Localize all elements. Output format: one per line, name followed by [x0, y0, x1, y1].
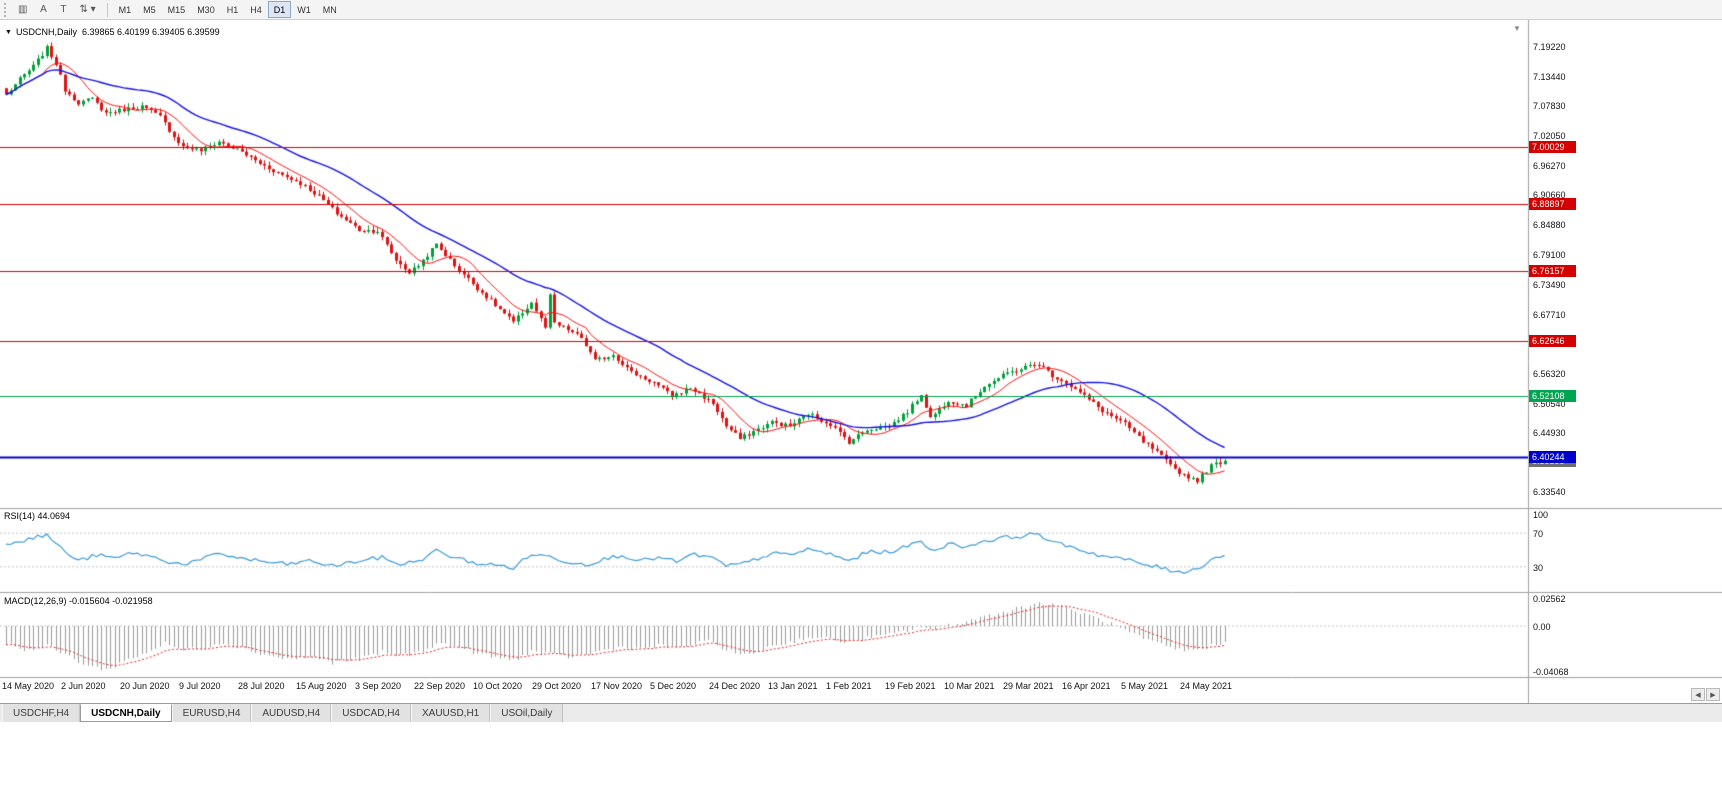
- toolbar-separator: [106, 2, 108, 17]
- date-axis-label: 2 Jun 2020: [61, 681, 106, 691]
- date-axis-label: 5 Dec 2020: [650, 681, 697, 691]
- date-axis-label: 24 May 2021: [1180, 681, 1233, 691]
- price-axis-label: 7.13440: [1533, 72, 1566, 82]
- macd-label: MACD(12,26,9) -0.015604 -0.021958: [4, 596, 153, 607]
- price-axis-label: 6.73490: [1533, 280, 1566, 290]
- timeframe-button-m5[interactable]: M5: [143, 4, 156, 15]
- price-axis-label: 6.44930: [1533, 428, 1566, 438]
- macd-indicator-values: -0.015604 -0.021958: [69, 596, 153, 606]
- date-axis-label: 10 Oct 2020: [473, 681, 523, 691]
- timeframe-button-mn[interactable]: MN: [322, 4, 337, 15]
- timeframe-button-d1[interactable]: D1: [267, 1, 292, 18]
- price-level-tag: 6.76157: [1529, 265, 1576, 277]
- date-axis-label: 3 Sep 2020: [355, 681, 402, 691]
- text-tool-button[interactable]: T: [60, 4, 67, 15]
- chart-tab-bar: USDCHF,H4 USDCNH,Daily EURUSD,H4 AUDUSD,H4 U…: [0, 703, 1722, 722]
- price-axis-label: 6.96270: [1533, 161, 1566, 171]
- date-axis-label: 1 Feb 2021: [826, 681, 872, 691]
- chart-title-symbol: USDCNH,Daily: [15, 27, 77, 37]
- chart-tab-usoil-daily[interactable]: USOil,Daily: [490, 704, 564, 722]
- scroll-right-button[interactable]: ▶: [1706, 688, 1720, 701]
- timeframe-button-w1[interactable]: W1: [297, 4, 311, 15]
- timeframe-button-m30[interactable]: M30: [197, 4, 215, 15]
- price-level-tag: 6.62646: [1529, 335, 1576, 347]
- rsi-label: RSI(14) 44.0694: [4, 511, 70, 522]
- macd-indicator-name: MACD(12,26,9): [4, 596, 67, 606]
- date-axis-label: 19 Feb 2021: [885, 681, 936, 691]
- date-axis-label: 24 Dec 2020: [709, 681, 761, 691]
- chart-tab-audusd-h4[interactable]: AUDUSD,H4: [251, 704, 332, 722]
- macd-axis-label: 0.00: [1533, 622, 1551, 632]
- rsi-indicator-name: RSI(14): [4, 511, 36, 521]
- scale-tool-button[interactable]: ⇅ ▾: [79, 4, 96, 15]
- date-axis-label: 14 May 2020: [2, 681, 55, 691]
- macd-axis-label: -0.04068: [1533, 667, 1569, 677]
- price-axis-label: 6.56320: [1533, 369, 1566, 379]
- price-axis-label: 6.84880: [1533, 220, 1566, 230]
- one-click-trading-icon[interactable]: ▼: [5, 29, 12, 36]
- rsi-axis-label: 100: [1533, 510, 1549, 520]
- tabbar-spacer: [563, 704, 1722, 722]
- price-axis-label: 7.02050: [1533, 131, 1566, 141]
- rsi-axis-label: 30: [1533, 563, 1544, 573]
- rsi-axis-label: 70: [1533, 529, 1544, 539]
- chart-tab-usdcad-h4[interactable]: USDCAD,H4: [331, 704, 411, 722]
- date-axis-label: 17 Nov 2020: [591, 681, 643, 691]
- timeframe-button-h1[interactable]: H1: [226, 4, 239, 15]
- date-axis-label: 10 Mar 2021: [944, 681, 995, 691]
- date-axis-label: 22 Sep 2020: [414, 681, 466, 691]
- date-axis-label: 20 Jun 2020: [120, 681, 170, 691]
- chart-title-ohlc: 6.39865 6.40199 6.39405 6.39599: [81, 27, 220, 37]
- price-level-tag: 6.40244: [1529, 451, 1576, 463]
- date-axis-label: 13 Jan 2021: [768, 681, 818, 691]
- chart-canvas[interactable]: [0, 20, 1722, 703]
- date-axis-label: 15 Aug 2020: [296, 681, 347, 691]
- chart-tab-xauusd-h1[interactable]: XAUUSD,H1: [410, 704, 491, 722]
- timeframe-button-m1[interactable]: M1: [118, 4, 132, 15]
- price-axis-label: 6.33540: [1533, 487, 1566, 497]
- rsi-indicator-value: 44.0694: [37, 511, 71, 521]
- timeframe-button-h4[interactable]: H4: [250, 4, 262, 15]
- price-axis-label: 6.90660: [1533, 190, 1566, 200]
- price-axis-label: 6.67710: [1533, 310, 1566, 320]
- price-level-tag: 7.00029: [1529, 141, 1576, 153]
- chart-type-icon-button[interactable]: ▥: [18, 4, 28, 15]
- price-axis-label: 6.50540: [1533, 399, 1566, 409]
- top-toolbar: ▥ A T ⇅ ▾ M1 M5 M15 M30 H1 H4 D1 W1 MN: [0, 0, 1722, 20]
- price-axis-label: 6.79100: [1533, 250, 1566, 260]
- date-axis-label: 5 May 2021: [1121, 681, 1169, 691]
- chart-window: ▼ USDCNH,Daily 6.39865 6.40199 6.39405 6.…: [0, 20, 1722, 703]
- chart-tab-usdchf-h4[interactable]: USDCHF,H4: [2, 704, 81, 722]
- chart-tab-usdcnh-daily[interactable]: USDCNH,Daily: [80, 704, 172, 722]
- chart-tab-eurusd-h4[interactable]: EURUSD,H4: [171, 704, 252, 722]
- chart-title: ▼ USDCNH,Daily 6.39865 6.40199 6.39405 6.…: [5, 27, 220, 38]
- price-axis-label: 7.19220: [1533, 42, 1566, 52]
- timeframe-button-m15[interactable]: M15: [167, 4, 186, 15]
- date-axis-label: 16 Apr 2021: [1062, 681, 1111, 691]
- toolbar-grip[interactable]: [4, 2, 8, 17]
- date-axis-label: 29 Oct 2020: [532, 681, 582, 691]
- cursor-a-button[interactable]: A: [40, 4, 47, 15]
- macd-axis-label: 0.02562: [1533, 594, 1566, 604]
- date-axis-label: 29 Mar 2021: [1003, 681, 1054, 691]
- date-axis-label: 9 Jul 2020: [179, 681, 221, 691]
- scroll-left-button[interactable]: ◀: [1691, 688, 1705, 701]
- price-level-tag: 6.52108: [1529, 390, 1576, 402]
- chart-shift-marker-icon[interactable]: ▼: [1513, 24, 1521, 33]
- price-axis-label: 7.07830: [1533, 101, 1566, 111]
- price-level-tag: 6.88897: [1529, 198, 1576, 210]
- date-axis-label: 28 Jul 2020: [238, 681, 285, 691]
